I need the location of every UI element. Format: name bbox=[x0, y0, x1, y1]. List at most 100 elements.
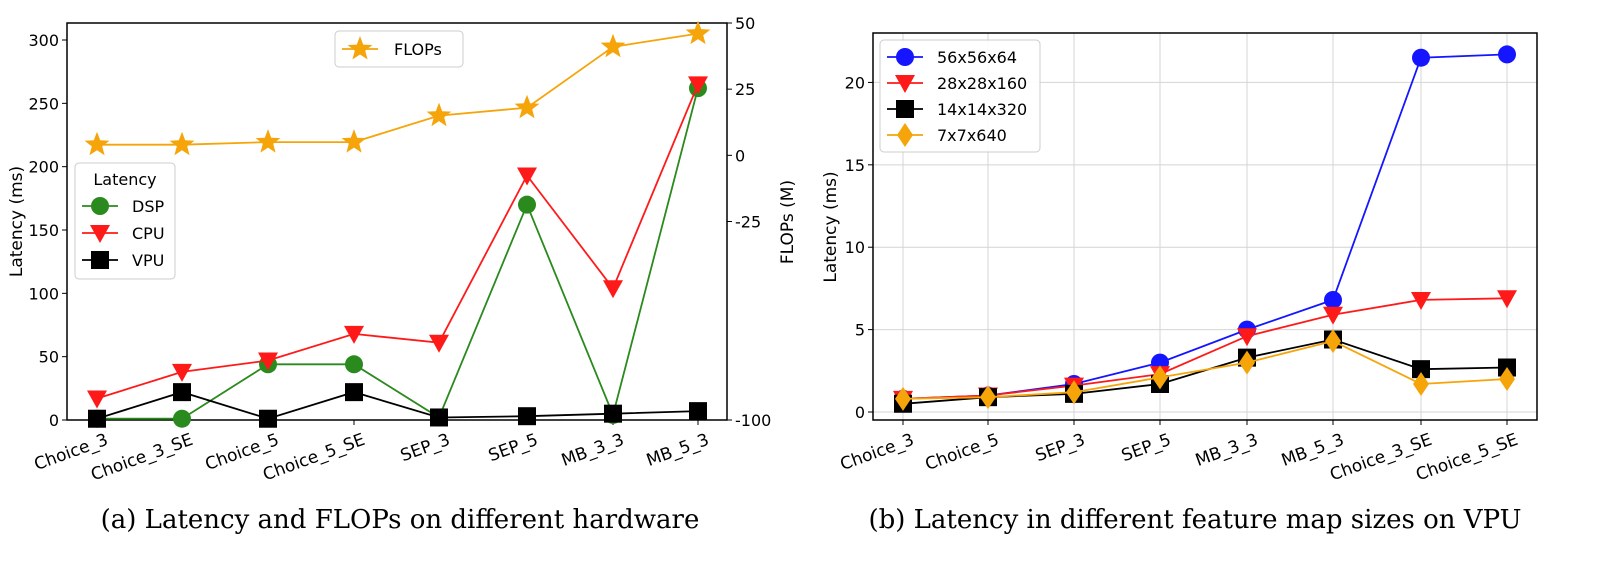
point-vpu-choice-5 bbox=[259, 409, 277, 428]
point-cpu-choice-3-se bbox=[172, 363, 192, 382]
x-tick-label-sep-5: SEP_5 bbox=[486, 430, 541, 466]
point-cpu-choice-5 bbox=[258, 352, 278, 371]
point-vpu-sep-3 bbox=[430, 408, 448, 427]
point-flops-choice-5 bbox=[255, 129, 281, 153]
y-tick-label: 300 bbox=[28, 31, 59, 50]
y-tick-label: 100 bbox=[28, 284, 59, 303]
point-dsp-sep-5 bbox=[518, 195, 536, 214]
point-cpu-sep-5 bbox=[517, 167, 537, 186]
plot-frame-b bbox=[872, 32, 1538, 421]
caption-b: (b) Latency in different feature map siz… bbox=[868, 505, 1521, 535]
x-tick-label-mb-3-3: MB_3_3 bbox=[559, 430, 627, 471]
point-flops-mb-3-3 bbox=[600, 33, 626, 58]
point-14x14x320-choice-3-se bbox=[1412, 360, 1430, 379]
y-tick-label: 0 bbox=[49, 411, 59, 430]
point-cpu-mb-5-3 bbox=[688, 76, 708, 95]
point-7x7x640-sep-3 bbox=[1066, 380, 1082, 405]
chart-b: 0 5 10 15 20 Choice_3 Choice_5 SEP_3 SEP_5 MB_3_3… bbox=[821, 32, 1538, 485]
x-tick-label-mb-5-3: MB_5_3 bbox=[644, 430, 712, 471]
legend-label-14x14x320: 14x14x320 bbox=[937, 100, 1027, 119]
y2-tick-label: -25 bbox=[735, 213, 761, 232]
legend-b-box bbox=[879, 39, 1041, 153]
y-tick-label: 15 bbox=[845, 156, 865, 175]
point-dsp-choice-3-se bbox=[173, 409, 191, 428]
x-tick-label-mb-3-3: MB_3_3 bbox=[1193, 430, 1261, 471]
y-axis-label: Latency (ms) bbox=[7, 166, 27, 277]
point-flops-choice-3-se bbox=[169, 131, 195, 156]
point-7x7x640-choice-3-se bbox=[1413, 371, 1429, 396]
chart-a: 050100150200250300-100-2502550Choice_3Ch… bbox=[7, 14, 798, 485]
legend-label-56x56x64: 56x56x64 bbox=[937, 48, 1017, 67]
point-vpu-sep-5 bbox=[518, 407, 536, 426]
point-7x7x640-mb-3-3 bbox=[1239, 350, 1255, 375]
legend-latency-box bbox=[74, 162, 176, 280]
y-tick-label: 50 bbox=[39, 348, 59, 367]
point-cpu-sep-3 bbox=[429, 334, 449, 353]
y-tick-label: 0 bbox=[855, 403, 865, 422]
point-56x56x64-choice-3-se bbox=[1412, 48, 1430, 67]
point-vpu-choice-5-se bbox=[345, 383, 363, 402]
series-line-flops bbox=[97, 32, 699, 146]
y-tick-label: 20 bbox=[845, 73, 865, 92]
point-28x28x160-choice-3-se bbox=[1411, 291, 1431, 310]
point-vpu-mb-3-3 bbox=[604, 404, 622, 423]
y-tick-label: 200 bbox=[28, 158, 59, 177]
point-flops-choice-3 bbox=[84, 131, 110, 156]
y-tick-label: 5 bbox=[855, 321, 865, 340]
y-axis-label: Latency (ms) bbox=[821, 171, 841, 282]
y2-tick-label: 0 bbox=[735, 146, 745, 165]
x-tick-label-sep-5: SEP_5 bbox=[1119, 430, 1174, 466]
series-line-dsp bbox=[97, 87, 699, 420]
point-flops-sep-5 bbox=[514, 94, 540, 119]
legend-marker-dsp bbox=[91, 197, 109, 215]
point-56x56x64-mb-5-3 bbox=[1324, 290, 1342, 309]
point-56x56x64-choice-5-se bbox=[1498, 45, 1516, 64]
point-28x28x160-mb-3-3 bbox=[1237, 328, 1257, 347]
point-flops-sep-3 bbox=[426, 102, 452, 127]
point-flops-mb-5-3 bbox=[685, 20, 711, 45]
legend-marker-14x14x320 bbox=[896, 100, 914, 118]
y-tick-label: 150 bbox=[28, 221, 59, 240]
legend-marker-cpu bbox=[90, 225, 110, 243]
x-tick-label-sep-3: SEP_3 bbox=[398, 430, 453, 466]
point-28x28x160-mb-5-3 bbox=[1323, 306, 1343, 325]
series-line-cpu bbox=[96, 83, 699, 400]
series-line-7x7x640 bbox=[902, 340, 1508, 400]
legend-latency-title: Latency bbox=[93, 170, 156, 189]
legend-label-7x7x640: 7x7x640 bbox=[937, 126, 1007, 145]
point-vpu-choice-3-se bbox=[173, 383, 191, 402]
y2-tick-label: 50 bbox=[735, 14, 755, 33]
point-7x7x640-sep-5 bbox=[1152, 365, 1168, 390]
y-tick-label: 250 bbox=[28, 94, 59, 113]
legend-label-vpu: VPU bbox=[132, 251, 164, 270]
series-line-vpu bbox=[96, 391, 699, 420]
point-7x7x640-choice-5-se bbox=[1499, 367, 1515, 392]
legend-marker-7x7x640 bbox=[897, 123, 913, 147]
x-tick-label-sep-3: SEP_3 bbox=[1033, 430, 1088, 466]
legend-label-dsp: DSP bbox=[132, 197, 164, 216]
point-flops-choice-5-se bbox=[341, 129, 367, 153]
point-7x7x640-choice-3 bbox=[895, 386, 911, 411]
point-vpu-mb-5-3 bbox=[689, 402, 707, 421]
y-tick-label: 10 bbox=[845, 238, 865, 257]
legend-label-cpu: CPU bbox=[132, 224, 165, 243]
point-cpu-choice-5-se bbox=[344, 325, 364, 344]
point-28x28x160-choice-5-se bbox=[1497, 290, 1517, 309]
point-cpu-mb-3-3 bbox=[603, 280, 623, 299]
x-tick-label-choice-5: Choice_5 bbox=[923, 430, 1002, 475]
caption-a: (a) Latency and FLOPs on different hardw… bbox=[101, 505, 700, 535]
legend-label-28x28x160: 28x28x160 bbox=[937, 74, 1027, 93]
point-cpu-choice-3 bbox=[87, 390, 107, 409]
y2-tick-label: 25 bbox=[735, 80, 755, 99]
x-tick-label-choice-3: Choice_3 bbox=[838, 430, 917, 475]
point-7x7x640-mb-5-3 bbox=[1325, 329, 1341, 354]
y2-tick-label: -100 bbox=[735, 411, 771, 430]
point-7x7x640-choice-5 bbox=[980, 385, 996, 410]
legend-marker-28x28x160 bbox=[895, 75, 915, 93]
y2-axis-label: FLOPs (M) bbox=[778, 180, 798, 264]
point-vpu-choice-3 bbox=[88, 409, 106, 428]
legend-marker-56x56x64 bbox=[896, 48, 914, 66]
legend-flops-label: FLOPs bbox=[394, 40, 442, 59]
legend-flops-marker bbox=[347, 36, 373, 60]
